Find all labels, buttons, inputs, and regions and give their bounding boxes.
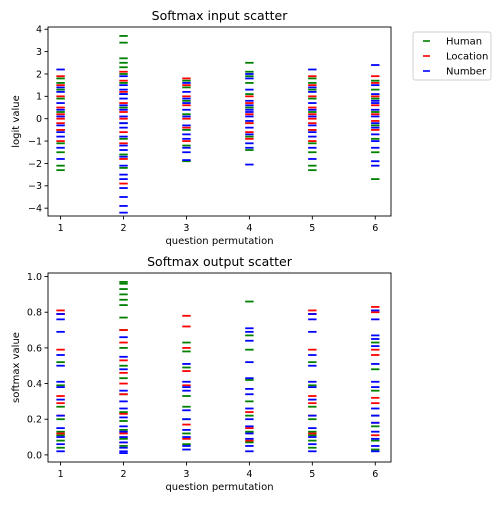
series-location <box>56 70 380 185</box>
x-axis-label: question permutation <box>165 482 273 493</box>
y-tick-label: −1 <box>28 136 42 147</box>
x-tick-label: 2 <box>120 223 126 234</box>
y-tick-label: −4 <box>28 204 42 215</box>
x-tick-label: 3 <box>183 223 189 234</box>
y-tick-label: 1.0 <box>27 272 42 283</box>
softmax-input-panel: Softmax input scatter 1 2 3 4 5 6 −4 −3 −2 −1 0 1 2 3 4… <box>11 8 392 247</box>
axes-frame <box>47 272 392 463</box>
chart-title: Softmax input scatter <box>152 8 289 23</box>
legend-frame <box>412 31 492 81</box>
series-number <box>56 309 380 454</box>
y-tick-label: 0.2 <box>27 415 42 426</box>
y-tick-label: −2 <box>28 159 42 170</box>
x-tick-label: 1 <box>58 223 64 234</box>
series-human <box>56 35 380 180</box>
y-tick-label: 0.0 <box>27 450 42 461</box>
axes-frame <box>47 26 392 217</box>
x-tick-label: 3 <box>183 469 189 480</box>
softmax-output-panel: Softmax output scatter 1 2 3 4 5 6 0.0 0.2 0.4 0.6… <box>11 254 392 493</box>
y-tick-label: 0.8 <box>27 308 42 319</box>
series-number <box>56 64 380 214</box>
x-tick-label: 4 <box>246 223 252 234</box>
x-tick-label: 6 <box>372 469 378 480</box>
series-location <box>56 305 380 444</box>
chart-title: Softmax output scatter <box>147 254 293 269</box>
x-tick-label: 5 <box>309 223 315 234</box>
x-tick-label: 1 <box>58 469 64 480</box>
y-tick-label: 3 <box>36 47 42 58</box>
y-axis-label: logit value <box>11 95 22 147</box>
y-tick-label: 0 <box>36 114 42 125</box>
y-tick-label: 4 <box>36 25 42 36</box>
series-human <box>56 281 380 451</box>
legend-label-location: Location <box>446 52 488 63</box>
y-axis-label: softmax value <box>11 332 22 403</box>
x-tick-label: 5 <box>309 469 315 480</box>
y-tick-label: 0.6 <box>27 343 42 354</box>
y-tick-label: −3 <box>28 181 42 192</box>
legend-label-human: Human <box>446 37 482 48</box>
y-tick-label: 1 <box>36 92 42 103</box>
legend-label-number: Number <box>446 67 487 78</box>
x-tick-label: 2 <box>120 469 126 480</box>
y-tick-label: 2 <box>36 69 42 80</box>
y-tick-label: 0.4 <box>27 379 42 390</box>
legend: Human Location Number <box>412 31 492 81</box>
x-tick-label: 6 <box>372 223 378 234</box>
x-axis-label: question permutation <box>165 236 273 247</box>
x-tick-label: 4 <box>246 469 252 480</box>
